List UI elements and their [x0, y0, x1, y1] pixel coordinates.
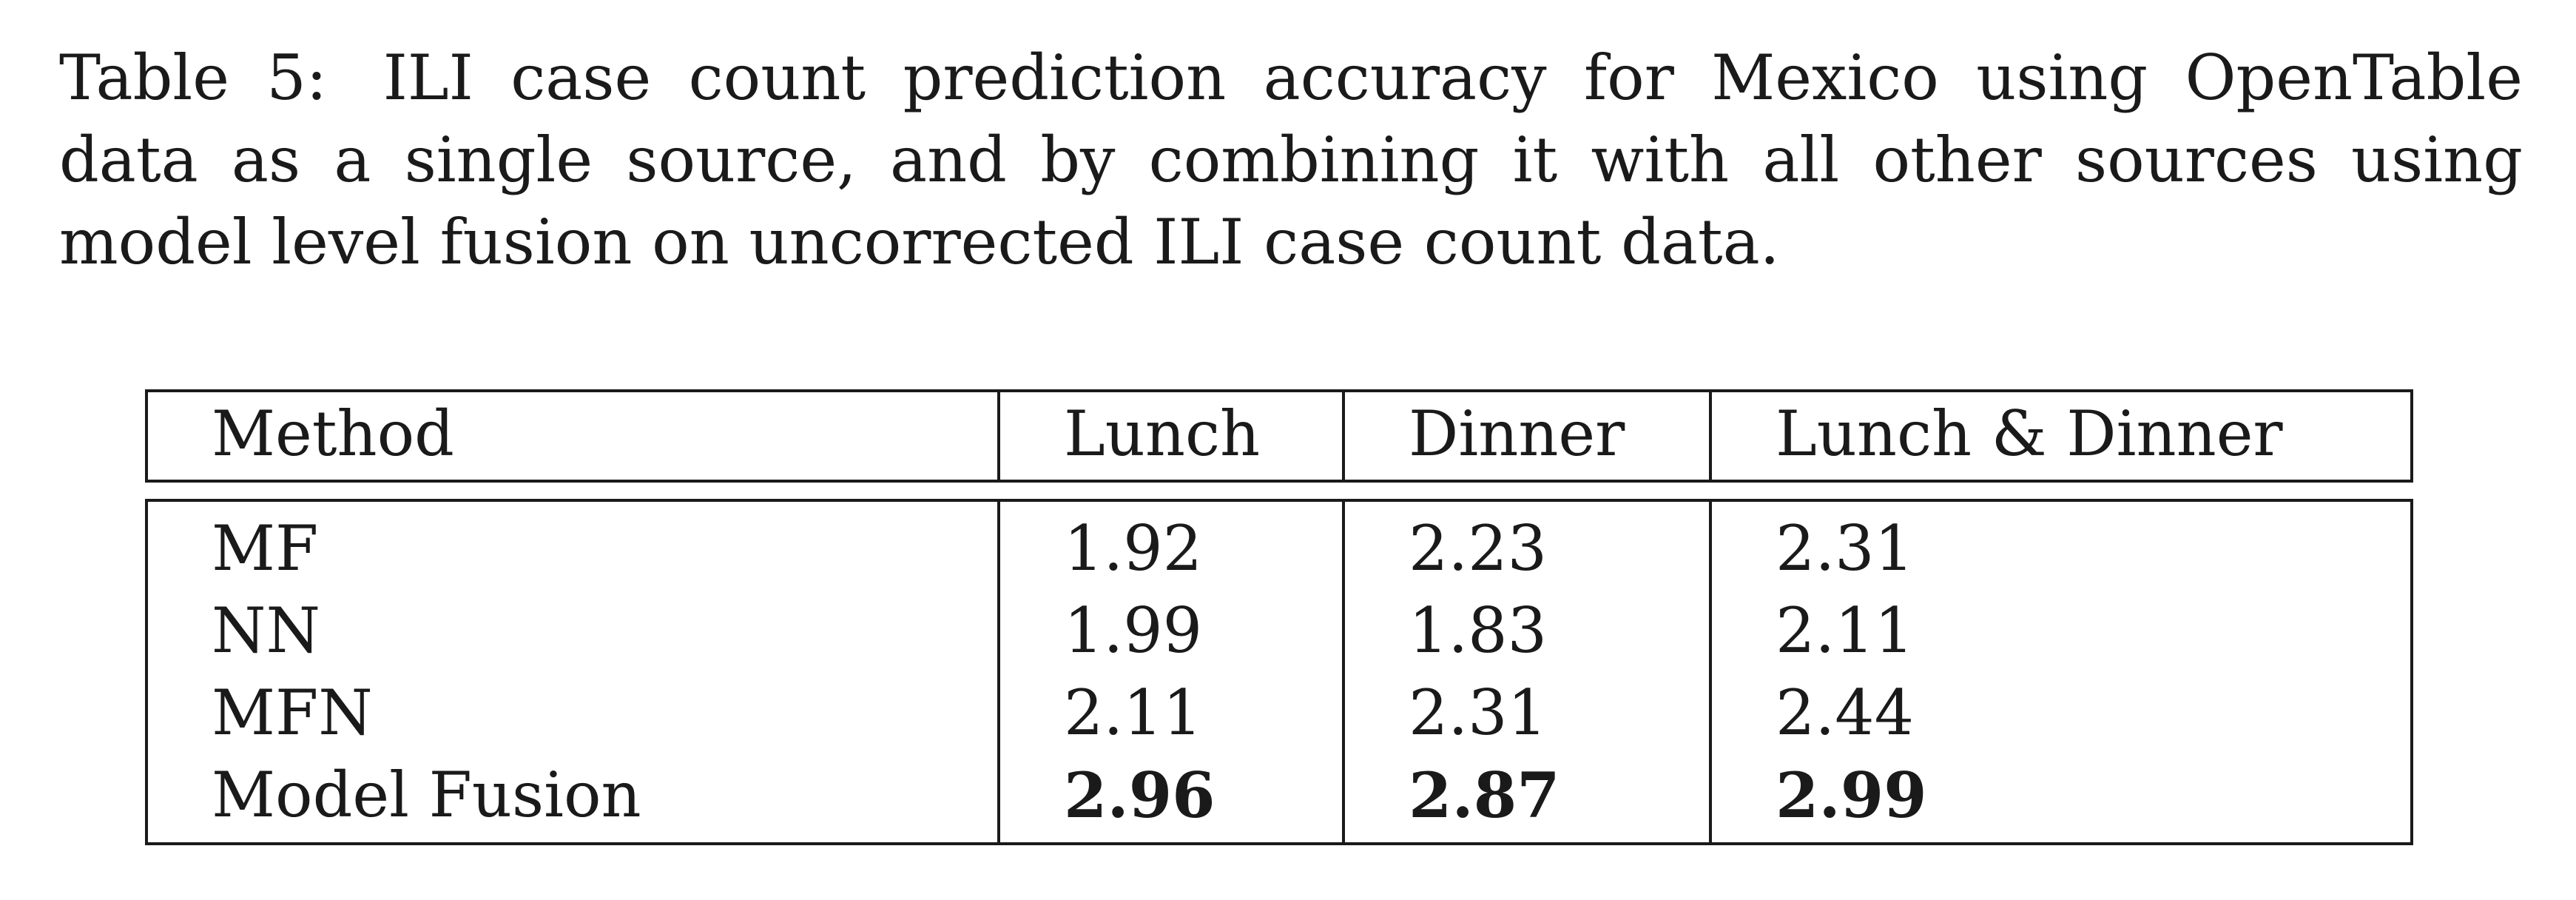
cell-dinner: 2.23: [1342, 499, 1712, 590]
header-lunch: Lunch: [997, 389, 1345, 483]
cell-method: Model Fusion: [145, 754, 1000, 845]
cell-dinner: 2.87: [1342, 754, 1712, 845]
header-lunch-and-dinner: Lunch & Dinner: [1709, 389, 2413, 483]
table-caption: Table 5: ILI case count prediction accura…: [59, 37, 2523, 283]
results-table-container: Method Lunch Dinner Lunch & Dinner MF 1.…: [145, 389, 2413, 845]
table-row: Model Fusion 2.96 2.87 2.99: [145, 754, 2413, 845]
cell-lunch-and-dinner: 2.44: [1709, 672, 2413, 754]
cell-lunch: 1.92: [997, 499, 1345, 590]
header-body-gap: [146, 481, 2412, 500]
cell-method: NN: [145, 590, 1000, 672]
cell-dinner: 2.31: [1342, 672, 1712, 754]
table-row: NN 1.99 1.83 2.11: [145, 590, 2413, 672]
cell-lunch: 2.11: [997, 672, 1345, 754]
results-table: Method Lunch Dinner Lunch & Dinner MF 1.…: [145, 389, 2413, 845]
cell-lunch-and-dinner: 2.31: [1709, 499, 2413, 590]
cell-method: MF: [145, 499, 1000, 590]
caption-label: Table 5:: [59, 41, 328, 114]
caption-text: ILI case count prediction accuracy for M…: [59, 41, 2523, 278]
cell-lunch: 1.99: [997, 590, 1345, 672]
cell-lunch: 2.96: [997, 754, 1345, 845]
table-row: MF 1.92 2.23 2.31: [145, 499, 2413, 590]
cell-dinner: 1.83: [1342, 590, 1712, 672]
cell-method: MFN: [145, 672, 1000, 754]
header-method: Method: [145, 389, 1000, 483]
cell-lunch-and-dinner: 2.11: [1709, 590, 2413, 672]
cell-lunch-and-dinner: 2.99: [1709, 754, 2413, 845]
table-header-row: Method Lunch Dinner Lunch & Dinner: [145, 389, 2413, 483]
table-row: MFN 2.11 2.31 2.44: [145, 672, 2413, 754]
header-dinner: Dinner: [1342, 389, 1712, 483]
